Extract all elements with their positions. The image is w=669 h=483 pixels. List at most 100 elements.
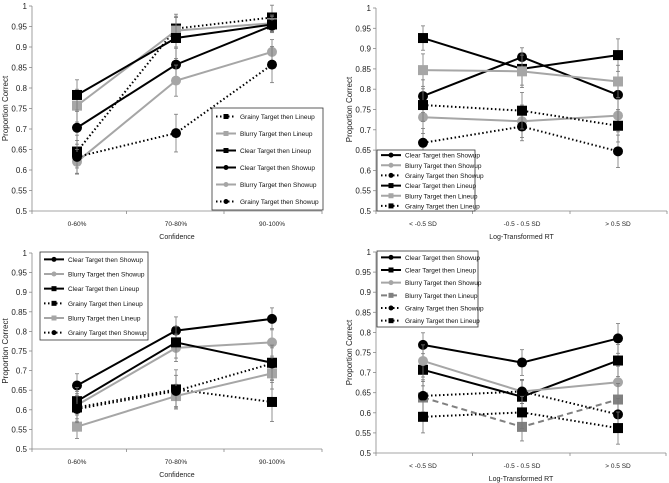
legend-item: Clear Target then Showup [216, 165, 315, 172]
data-point [72, 421, 82, 432]
legend-label: Grainy Target then Showup [68, 330, 147, 337]
y-tick-label: 0.75 [355, 106, 371, 115]
series-grainy-target-then-lineup [418, 88, 623, 143]
legend-item: Blurry Target then Showup [381, 162, 482, 170]
legend-label: Clear Target then Showup [240, 165, 315, 172]
y-tick-label: 1 [367, 4, 372, 13]
series-line [76, 16, 273, 153]
y-tick-label: 0.8 [16, 84, 28, 93]
legend-box [376, 250, 479, 328]
series-blurry-target-then-lineup [418, 53, 623, 99]
data-point [267, 396, 277, 407]
x-axis-label: Confidence [159, 234, 195, 241]
chart-panel-2: 0.5 0.55 0.6 0.65 0.7 0.75 0.8 0.85 0.9 0.95 1 < -0… [345, 4, 668, 241]
data-point [267, 20, 277, 31]
y-tick-label: 0.55 [355, 187, 371, 196]
y-tick-label: 0.6 [360, 409, 372, 418]
y-tick-label: 0.95 [11, 23, 27, 32]
data-point [613, 76, 623, 87]
y-tick-label: 0.85 [11, 64, 27, 73]
data-point [517, 407, 527, 418]
legend-item: Clear Target then Showup [44, 256, 143, 264]
x-tick-label: 90-100% [259, 221, 285, 228]
legend-marker [51, 286, 57, 292]
x-tick-label: -0.5 - 0.5 SD [504, 463, 541, 470]
legend-label: Clear Target then Lineup [240, 148, 311, 155]
legend-marker [388, 254, 394, 260]
x-tick-label: > 0.5 SD [605, 221, 631, 228]
data-point [72, 380, 82, 391]
y-axis-label: Proportion Correct [345, 76, 354, 142]
legend-box [39, 251, 149, 341]
x-tick-label: > 0.5 SD [605, 463, 631, 470]
y-tick-label: 0.75 [355, 349, 371, 358]
series-clear-target-then-lineup [418, 344, 623, 414]
legend-label: Clear Target then Lineup [405, 268, 476, 275]
data-point [613, 146, 623, 157]
data-point [418, 355, 428, 366]
data-point [613, 423, 623, 434]
x-tick-label: 70-80% [165, 221, 188, 228]
series-line [76, 63, 273, 158]
y-tick-label: 0.55 [11, 425, 27, 434]
legend-marker [223, 165, 229, 170]
data-point [613, 377, 623, 388]
y-tick-label: 0.9 [360, 288, 372, 297]
legend-marker [388, 305, 394, 311]
legend-marker [223, 199, 229, 204]
data-point [418, 33, 428, 44]
y-tick-label: 0.65 [11, 386, 27, 395]
y-tick-label: 1 [23, 2, 28, 11]
series-line [422, 104, 619, 127]
legend-item: Clear Target then Lineup [381, 267, 476, 275]
legend-item: Grainy Target then Showup [44, 330, 147, 337]
data-point [171, 385, 181, 396]
legend-label: Blurry Target then Lineup [405, 193, 478, 200]
y-tick-label: 0.85 [11, 308, 27, 317]
data-point [171, 59, 181, 70]
data-point [171, 75, 181, 86]
chart-panel-1: 0.5 0.55 0.6 0.65 0.7 0.75 0.8 0.85 0.9 0.95 1 0-60… [1, 2, 324, 241]
legend-item: Grainy Target then Lineup [381, 203, 480, 210]
legend-label: Blurry Target then Showup [405, 163, 482, 170]
legend-marker [51, 330, 57, 336]
y-tick-label: 0.7 [360, 126, 372, 135]
y-tick-label: 0.7 [360, 369, 372, 378]
legend-marker [51, 300, 57, 306]
legend-marker [223, 148, 229, 153]
legend-marker [388, 183, 394, 189]
legend-item: Grainy Target then Lineup [381, 318, 480, 325]
legend-marker [388, 172, 394, 178]
data-point [171, 32, 181, 43]
y-tick-label: 0.5 [360, 207, 372, 216]
legend-marker [51, 256, 57, 262]
x-tick-label: 0-60% [68, 459, 87, 466]
legend-item: Grainy Target then Showup [381, 172, 484, 180]
series-clear-target-then-showup [72, 19, 277, 145]
series-clear-target-then-showup [418, 323, 623, 376]
x-tick-label: < -0.5 SD [409, 463, 437, 470]
y-tick-label: 0.6 [360, 166, 372, 175]
y-tick-label: 0.9 [360, 45, 372, 54]
y-tick-label: 0.8 [360, 85, 372, 94]
legend-marker [223, 182, 229, 187]
legend-label: Grainy Target then Showup [405, 306, 484, 313]
chart-panel-3: 0.5 0.55 0.6 0.65 0.7 0.75 0.8 0.85 0.9 0.95 1 0-60… [1, 249, 323, 479]
series-grainy-target-then-lineup [418, 395, 623, 445]
y-tick-label: 0.6 [16, 406, 28, 415]
legend-item: Blurry Target then Showup [381, 280, 482, 287]
legend-box [376, 149, 476, 212]
data-point [267, 358, 277, 369]
data-point [418, 137, 428, 148]
legend-item: Grainy Target then Showup [381, 305, 484, 313]
y-tick-label: 0.75 [11, 105, 27, 114]
data-point [72, 151, 82, 162]
legend-label: Clear Target then Showup [405, 153, 480, 160]
legend-marker [51, 271, 57, 277]
legend-label: Grainy Target then Lineup [405, 203, 480, 210]
series-line [422, 56, 619, 98]
legend-marker [223, 131, 229, 136]
legend-label: Grainy Target then Lineup [405, 318, 480, 325]
series-blurry-target-then-showup [418, 98, 623, 138]
legend-marker [388, 280, 394, 286]
